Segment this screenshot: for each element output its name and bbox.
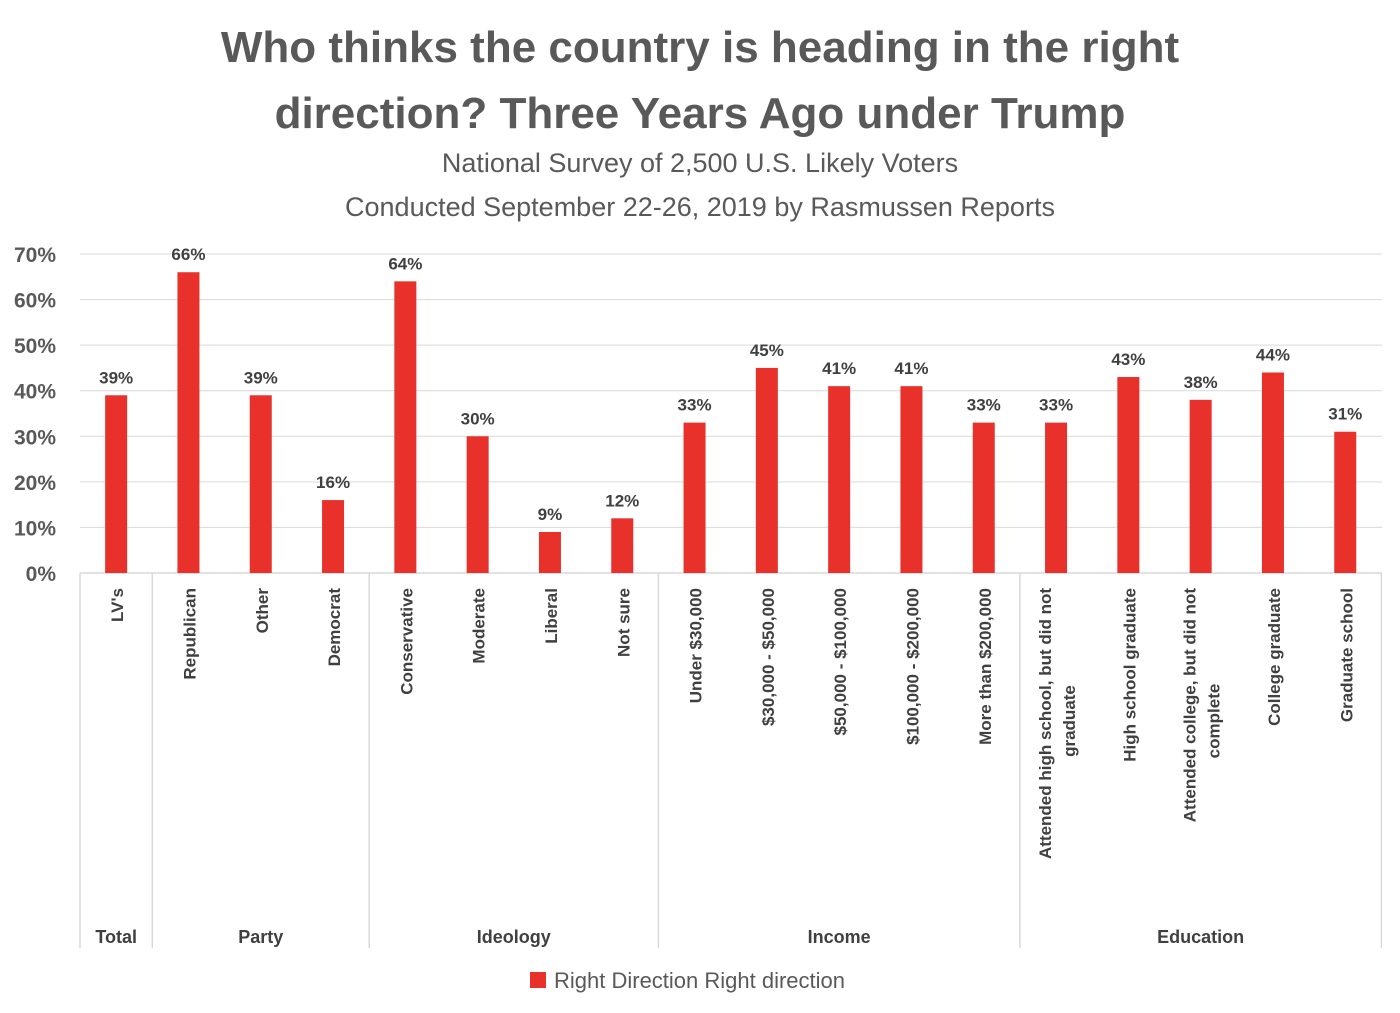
data-label: 41%: [894, 359, 928, 378]
bar-8: [683, 422, 706, 573]
data-label: 39%: [244, 368, 278, 387]
x-tick-label: $30,000 - $50,000: [759, 588, 778, 726]
chart-title-line-1: Who thinks the country is heading in the…: [220, 23, 1180, 72]
x-tick-label: More than $200,000: [976, 588, 995, 745]
bar-15: [1189, 399, 1212, 573]
x-tick-label: graduate: [1060, 685, 1079, 757]
bar-9: [755, 367, 778, 573]
data-label: 38%: [1184, 373, 1218, 392]
bar-1: [177, 272, 200, 573]
bar-5: [466, 436, 489, 573]
legend-label: Right Direction Right direction: [554, 968, 845, 993]
y-tick-label: 20%: [14, 472, 56, 495]
group-label: Total: [95, 927, 137, 947]
bar-14: [1117, 377, 1140, 573]
bar-2: [249, 395, 272, 573]
data-label: 30%: [461, 409, 495, 428]
x-tick-label: Under $30,000: [687, 588, 706, 703]
y-tick-label: 40%: [14, 381, 56, 404]
bar-6: [538, 531, 561, 573]
group-label: Education: [1157, 927, 1244, 947]
data-label: 45%: [750, 341, 784, 360]
x-tick-label: High school graduate: [1120, 588, 1139, 762]
x-tick-label: $100,000 - $200,000: [903, 588, 922, 745]
y-tick-label: 60%: [14, 290, 56, 313]
x-tick-label: Moderate: [470, 588, 489, 664]
data-label: 31%: [1328, 405, 1362, 424]
x-tick-label: Other: [253, 588, 272, 634]
data-label: 12%: [605, 491, 639, 510]
bar-16: [1261, 372, 1284, 573]
y-tick-label: 50%: [14, 335, 56, 358]
x-tick-label: Republican: [180, 588, 199, 680]
chart-subtitle-line-1: National Survey of 2,500 U.S. Likely Vot…: [441, 148, 959, 178]
y-tick-label: 70%: [14, 244, 56, 267]
group-label: Income: [808, 927, 871, 947]
x-tick-label: Attended college, but did not: [1181, 588, 1200, 823]
data-label: 16%: [316, 473, 350, 492]
data-label: 44%: [1256, 345, 1290, 364]
chart-title-line-2: direction? Three Years Ago under Trump: [274, 89, 1126, 138]
bar-11: [900, 386, 923, 573]
data-label: 66%: [171, 245, 205, 264]
group-label: Party: [238, 927, 283, 947]
data-label: 64%: [388, 254, 422, 273]
y-tick-label: 0%: [26, 563, 57, 586]
x-tick-label: LV's: [108, 588, 127, 622]
bar-3: [322, 500, 345, 573]
bar-13: [1045, 422, 1068, 573]
data-label: 9%: [538, 505, 563, 524]
group-label: Ideology: [477, 927, 551, 947]
data-label: 33%: [967, 396, 1001, 415]
data-label: 43%: [1111, 350, 1145, 369]
data-label: 39%: [99, 368, 133, 387]
x-tick-label: Not sure: [614, 588, 633, 657]
bar-4: [394, 281, 417, 573]
legend-swatch: [530, 972, 546, 988]
y-tick-label: 10%: [14, 517, 56, 540]
x-tick-label: Conservative: [397, 588, 416, 695]
x-tick-label: $50,000 - $100,000: [831, 588, 850, 735]
bar-12: [972, 422, 995, 573]
bar-17: [1334, 431, 1357, 573]
chart-subtitle-line-2: Conducted September 22-26, 2019 by Rasmu…: [345, 192, 1055, 222]
y-tick-label: 30%: [14, 426, 56, 449]
x-tick-label: Democrat: [325, 588, 344, 667]
x-tick-label: Attended high school, but did not: [1036, 588, 1055, 859]
x-tick-label: Liberal: [542, 588, 561, 644]
bar-10: [828, 386, 851, 573]
bar-0: [105, 395, 128, 573]
x-tick-label: College graduate: [1265, 588, 1284, 726]
x-tick-label: complete: [1205, 684, 1224, 759]
x-tick-label: Graduate school: [1337, 588, 1356, 722]
data-label: 33%: [678, 396, 712, 415]
data-label: 41%: [822, 359, 856, 378]
data-label: 33%: [1039, 396, 1073, 415]
bar-7: [611, 518, 634, 573]
